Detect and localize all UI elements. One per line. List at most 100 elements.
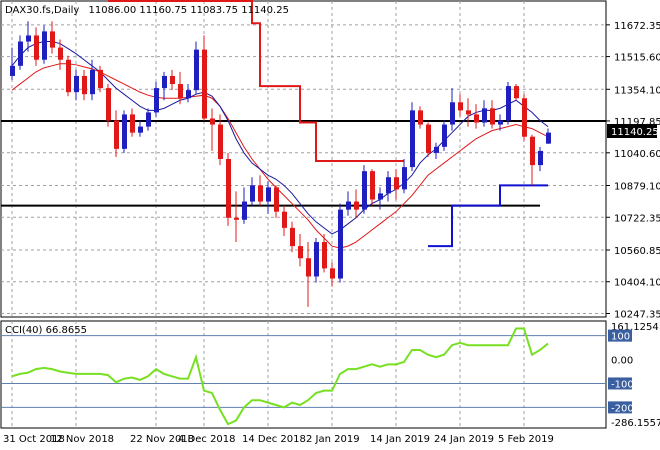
current-price-label: 11140.25 [611, 127, 659, 138]
date-tick-label: 14 Dec 2018 [242, 434, 306, 445]
candle [130, 108, 135, 137]
candle [178, 71, 183, 105]
candle [10, 47, 15, 80]
candle [450, 88, 455, 131]
price-tick-label: 10722.35 [614, 213, 660, 224]
candle [426, 122, 431, 157]
candle-body [530, 136, 535, 166]
candle-body [58, 47, 63, 60]
candle [106, 84, 111, 127]
candle-body [162, 75, 167, 89]
candle-body [234, 217, 239, 220]
candle [346, 191, 351, 216]
candle [170, 69, 175, 91]
candle [514, 84, 519, 101]
candle [210, 108, 215, 151]
candle [74, 69, 79, 101]
candle-body [26, 35, 31, 42]
candle [114, 110, 119, 157]
cci-tick-label: 161.1254 [611, 322, 659, 333]
candle-body [90, 69, 95, 95]
cci-tick-label: -200 [611, 403, 634, 414]
candle [194, 41, 199, 95]
candle [458, 94, 463, 117]
candle [18, 35, 23, 70]
candle [234, 191, 239, 243]
candle-body [458, 102, 463, 111]
candle-body [474, 114, 479, 123]
candle [186, 84, 191, 103]
candle-body [338, 209, 343, 279]
candle [338, 203, 343, 283]
candle [394, 169, 399, 200]
date-tick-label: 31 Oct 2018 [3, 434, 65, 445]
candle-body [410, 110, 415, 168]
candle [466, 98, 471, 127]
candle-body [218, 124, 223, 159]
candle-body [498, 120, 503, 125]
cci-tick-label: 100 [611, 332, 630, 343]
candle-body [282, 211, 287, 228]
candle-body [362, 171, 367, 210]
candle-body [514, 86, 519, 99]
candle [66, 55, 71, 97]
candle [490, 100, 495, 129]
candle [282, 205, 287, 236]
candle-body [226, 159, 231, 218]
candle-body [98, 69, 103, 89]
price-tick-label: 10404.10 [614, 278, 660, 289]
candle [322, 233, 327, 273]
candle-body [34, 35, 39, 60]
candle [410, 102, 415, 172]
candle-body [442, 124, 447, 147]
cci-level-badge [608, 401, 632, 414]
candle [42, 25, 47, 64]
ohlc-values: 11086.00 11160.75 11083.75 11140.25 [89, 5, 289, 16]
date-tick-label: 4 Dec 2018 [178, 434, 236, 445]
candle-body [450, 102, 455, 125]
candle-body [130, 114, 135, 133]
date-tick-label: 22 Nov 2018 [130, 434, 194, 445]
cci-level-badge [608, 377, 632, 390]
candle-body [378, 193, 383, 200]
date-tick-label: 5 Feb 2019 [498, 434, 554, 445]
date-tick-label: 24 Jan 2019 [434, 434, 494, 445]
candle-body [138, 126, 143, 133]
cci-tick-label: 0.00 [611, 356, 633, 367]
candle [442, 120, 447, 151]
candle [298, 233, 303, 267]
candle-body [66, 59, 71, 93]
candle [506, 82, 511, 125]
candle [50, 21, 55, 54]
main-price-axis: 11672.35 11515.60 11354.10 11197.85 11040.60… [606, 21, 660, 320]
candle-body [154, 88, 159, 113]
symbol-name: DAX30.fs,Daily [5, 5, 79, 16]
candle [402, 159, 407, 194]
candle-body [18, 41, 23, 66]
price-tick-label: 11197.85 [614, 117, 660, 128]
candle-body [242, 201, 247, 220]
cci-line [11, 327, 549, 426]
candle-body [114, 120, 119, 149]
date-tick-label: 12 Nov 2018 [50, 434, 114, 445]
candle [530, 134, 535, 186]
candle [154, 82, 159, 117]
candle-body [322, 242, 327, 269]
price-tick-labels: 11672.35 11515.60 11354.10 11197.85 11040.60… [606, 21, 660, 320]
candle [354, 189, 359, 218]
candle-body [314, 242, 319, 277]
candle [330, 262, 335, 287]
candle [306, 242, 311, 307]
candle [290, 221, 295, 253]
date-tick-label: 2 Jan 2019 [306, 434, 360, 445]
candle [498, 114, 503, 131]
candle-body [290, 227, 295, 247]
candle-body [354, 201, 359, 210]
candle-body [10, 65, 15, 76]
candle-body [194, 49, 199, 91]
price-tick-label: 10247.35 [614, 309, 660, 320]
